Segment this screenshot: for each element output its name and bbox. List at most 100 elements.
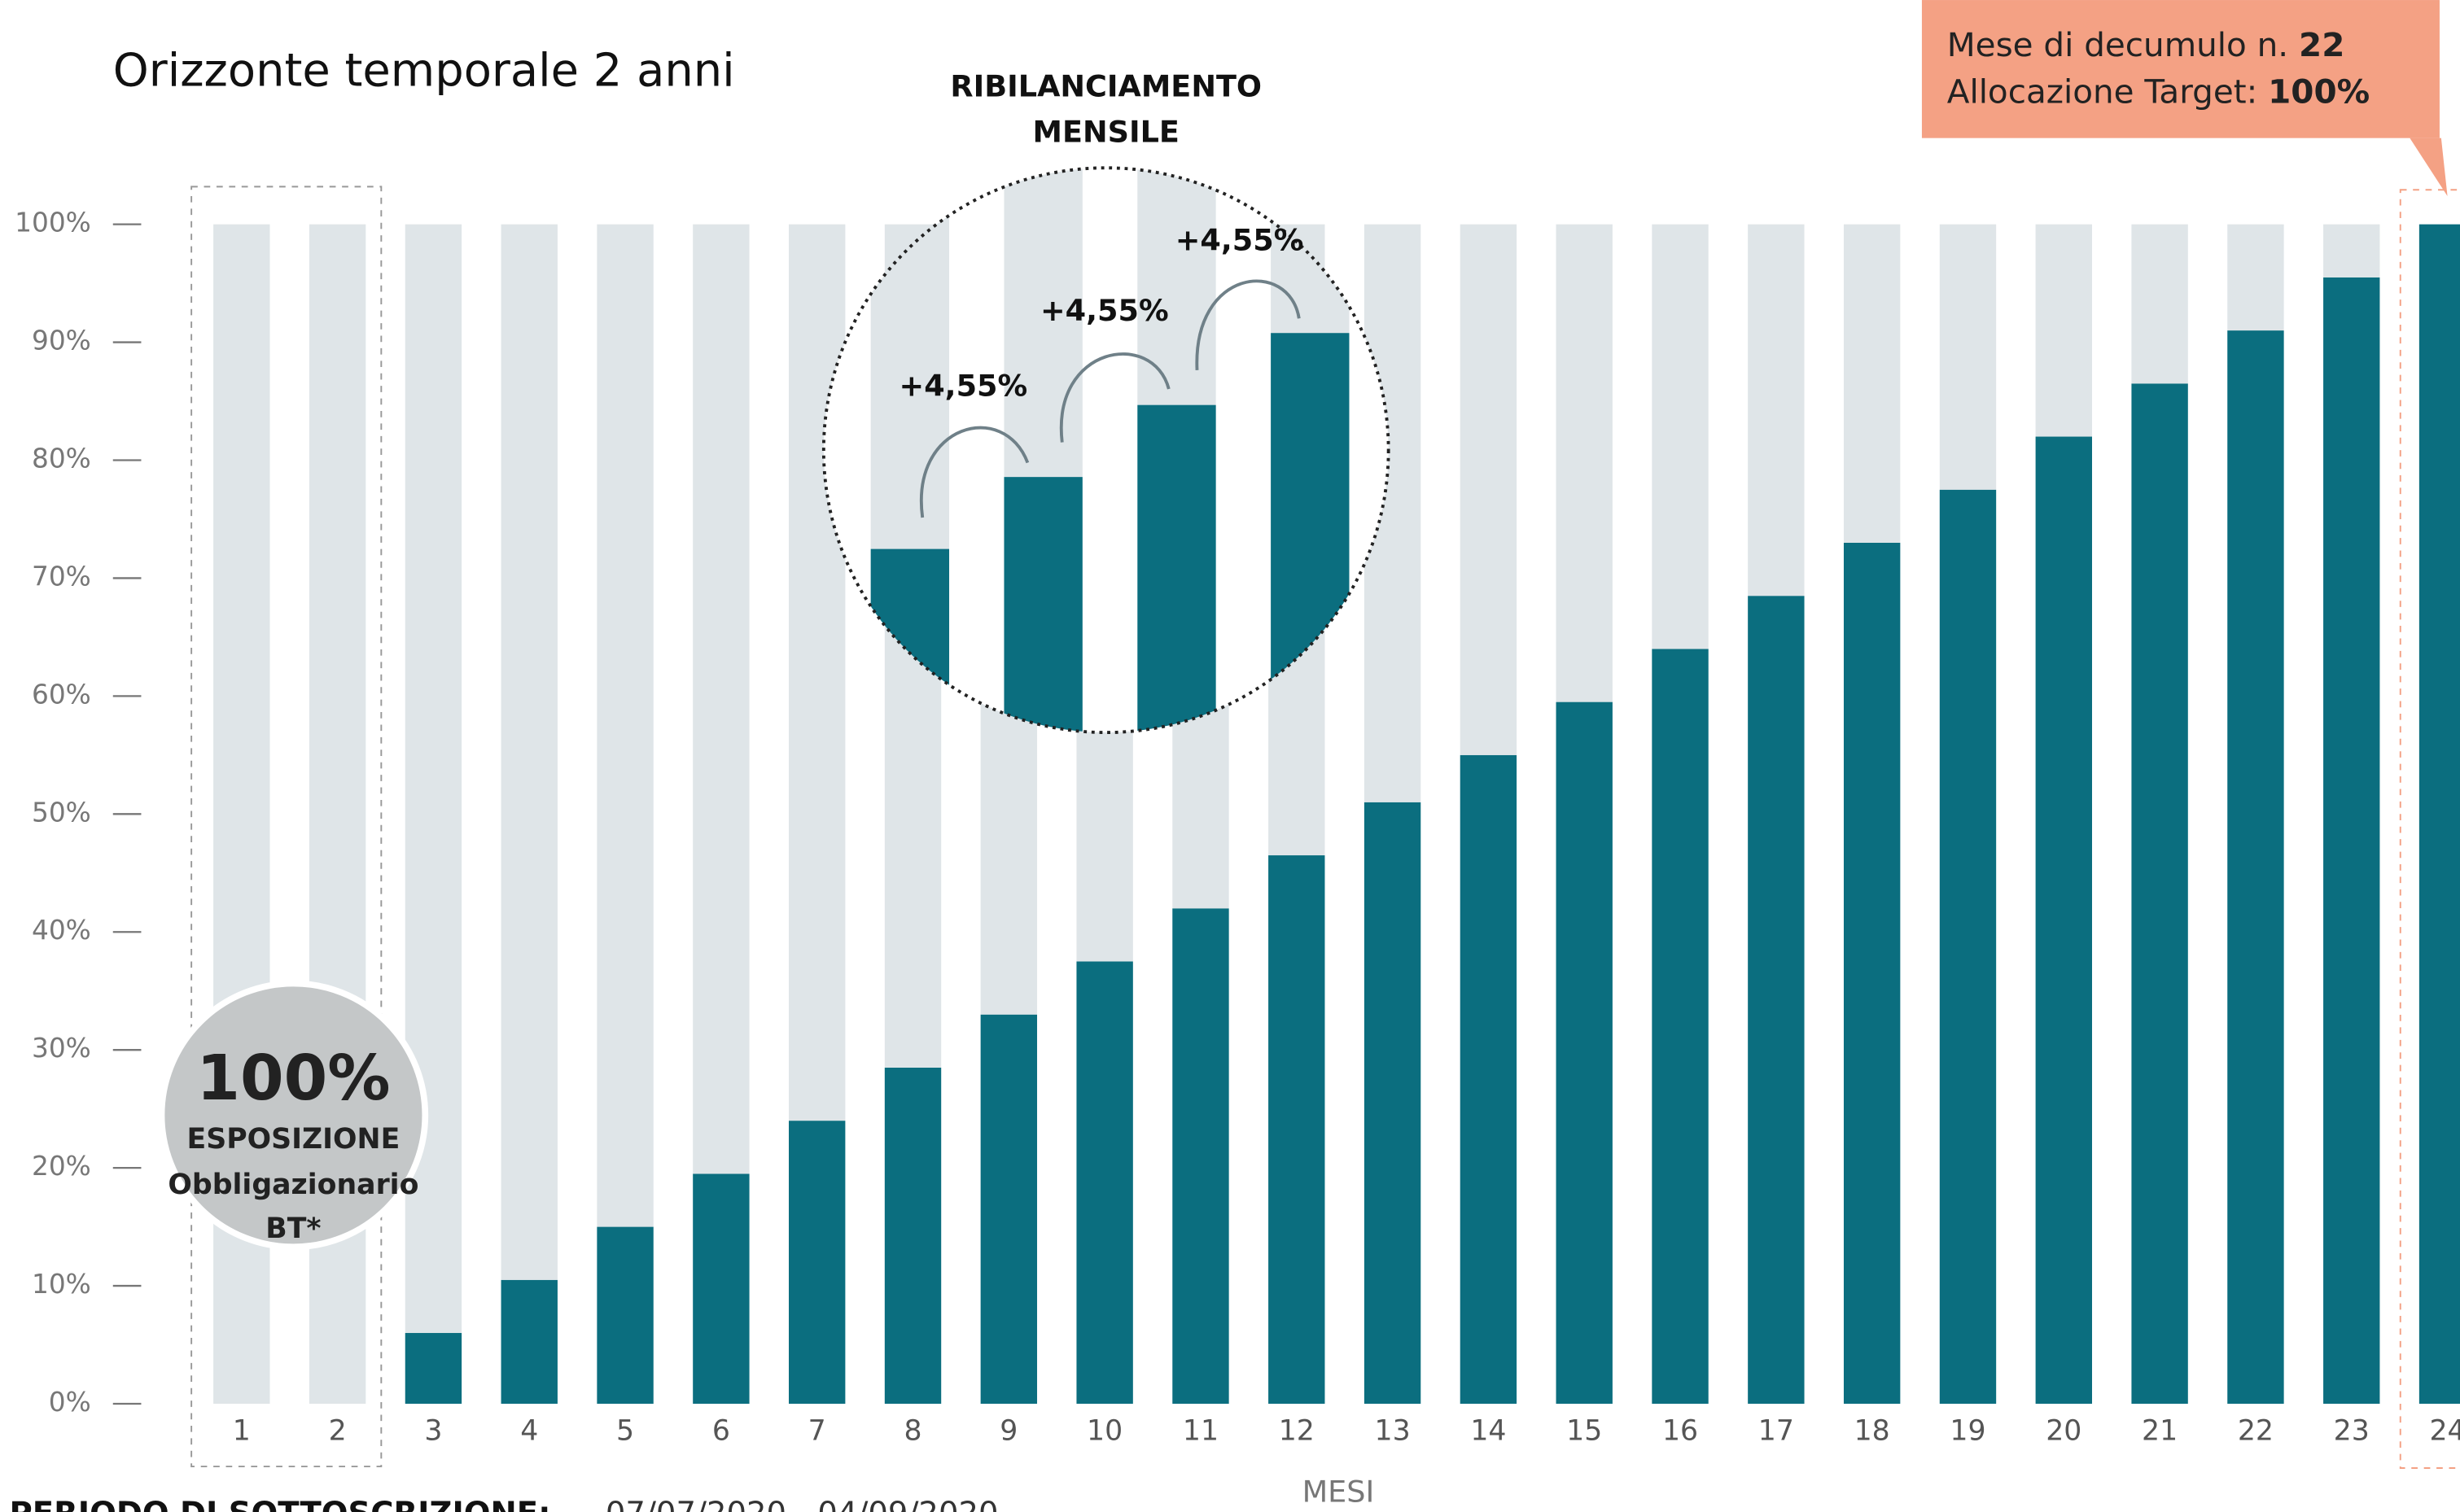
bar-segment bbox=[597, 1226, 654, 1404]
bar-segment bbox=[1843, 224, 1901, 543]
bar-segment bbox=[2323, 224, 2380, 277]
x-tick-label: 11 bbox=[1183, 1415, 1219, 1448]
zoom-title: RIBILANCIAMENTO bbox=[950, 68, 1262, 103]
x-tick-label: 16 bbox=[1662, 1415, 1698, 1448]
callout-text: Mese di decumulo n. bbox=[1947, 25, 2288, 64]
bar-segment bbox=[501, 1279, 558, 1404]
bar-segment bbox=[2035, 436, 2092, 1404]
zoom-light bbox=[1137, 168, 1216, 405]
bar-segment bbox=[693, 1173, 750, 1404]
callout-box bbox=[1921, 0, 2440, 138]
arrow bbox=[919, 426, 1030, 518]
x-tick-label: 1 bbox=[233, 1415, 251, 1448]
callout-line1: Mese di decumulo n. 22 bbox=[1947, 25, 2345, 64]
y-tick-label: 60% bbox=[32, 679, 91, 710]
bar-segment bbox=[1939, 224, 1997, 490]
bar-segment bbox=[1556, 701, 1613, 1404]
y-tick-label: 30% bbox=[32, 1033, 91, 1064]
x-tick-label: 3 bbox=[424, 1415, 442, 1448]
badge: 100% ESPOSIZIONE Obbligazionario BT* bbox=[158, 980, 429, 1251]
subtitle: Orizzonte temporale 2 anni bbox=[113, 45, 735, 98]
x-tick-label: 24 bbox=[2429, 1415, 2460, 1448]
bar-segment bbox=[1460, 754, 1517, 1404]
bar-segment bbox=[2227, 330, 2284, 1404]
bar-segment bbox=[597, 224, 654, 1227]
x-tick-label: 23 bbox=[2334, 1415, 2370, 1448]
badge-circle bbox=[158, 980, 429, 1251]
x-tick-label: 15 bbox=[1566, 1415, 1602, 1448]
zoom-title: MENSILE bbox=[1033, 114, 1180, 149]
bar-segment bbox=[405, 1333, 462, 1404]
bar-segment bbox=[1748, 224, 1805, 596]
zoom-circle bbox=[823, 168, 1389, 733]
x-tick-label: 5 bbox=[616, 1415, 634, 1448]
bar-segment bbox=[1076, 961, 1133, 1404]
badge-text: Obbligazionario bbox=[168, 1169, 418, 1201]
bar-segment bbox=[1843, 542, 1901, 1404]
x-tick-label: 19 bbox=[1950, 1415, 1985, 1448]
x-tick-label: 7 bbox=[808, 1415, 826, 1448]
x-tick-label: 6 bbox=[712, 1415, 730, 1448]
bar-segment bbox=[789, 224, 846, 1121]
x-tick-label: 20 bbox=[2046, 1415, 2081, 1448]
footer-label: PERIODO DI SOTTOSCRIZIONE: bbox=[10, 1495, 551, 1512]
bar-segment bbox=[1748, 596, 1805, 1404]
x-tick-label: 21 bbox=[2142, 1415, 2178, 1448]
y-tick-label: 90% bbox=[32, 326, 91, 356]
x-tick-label: 13 bbox=[1375, 1415, 1411, 1448]
bar-segment bbox=[693, 224, 750, 1174]
bars bbox=[213, 224, 2460, 1404]
bar-segment bbox=[501, 224, 558, 1280]
x-tick-label: 14 bbox=[1470, 1415, 1506, 1448]
bar-segment bbox=[789, 1121, 846, 1404]
initial-box bbox=[190, 186, 383, 1468]
x-tick-label: 10 bbox=[1087, 1415, 1123, 1448]
arrows bbox=[919, 279, 1301, 518]
zoom-light bbox=[1004, 168, 1083, 478]
badge-text: BT* bbox=[265, 1213, 321, 1245]
bar-segment bbox=[1652, 224, 1709, 649]
bar-segment bbox=[1652, 649, 1709, 1404]
bar-segment bbox=[1268, 855, 1325, 1404]
step-label: +4,55% bbox=[900, 369, 1028, 404]
badge-text: ESPOSIZIONE bbox=[187, 1123, 401, 1156]
callout-pointer bbox=[2410, 138, 2448, 196]
y-tick-label: 100% bbox=[15, 208, 91, 238]
arrow bbox=[1195, 279, 1301, 370]
x-axis-label: MESI bbox=[1302, 1474, 1375, 1509]
bar-segment bbox=[1939, 489, 1997, 1404]
x-tick-label: 22 bbox=[2238, 1415, 2274, 1448]
bar-segment bbox=[884, 1067, 942, 1404]
bar-segment bbox=[2323, 277, 2380, 1404]
badge-value: 100% bbox=[196, 1042, 390, 1115]
zoom-light bbox=[870, 168, 950, 549]
final-box bbox=[2399, 189, 2460, 1469]
x-tick-label: 2 bbox=[329, 1415, 347, 1448]
step-label: +4,55% bbox=[1040, 293, 1169, 328]
zoom-bar bbox=[1137, 404, 1216, 733]
x-tick-label: 8 bbox=[904, 1415, 921, 1448]
x-tick-label: 12 bbox=[1279, 1415, 1315, 1448]
bar-segment bbox=[980, 1014, 1038, 1404]
y-tick-label: 10% bbox=[32, 1269, 91, 1300]
callout-value: 100% bbox=[2268, 72, 2370, 111]
bar-segment bbox=[2418, 224, 2460, 1404]
y-tick-label: 40% bbox=[32, 915, 91, 946]
x-tick-label: 18 bbox=[1854, 1415, 1890, 1448]
x-tick-label: 9 bbox=[1000, 1415, 1018, 1448]
y-tick-label: 70% bbox=[32, 561, 91, 592]
callout-value: 22 bbox=[2299, 25, 2344, 64]
zoom-outline bbox=[821, 166, 1390, 735]
bar-segment bbox=[2035, 224, 2092, 437]
x-tick-label: 17 bbox=[1758, 1415, 1794, 1448]
bar-segment bbox=[1460, 224, 1517, 755]
bar-segment bbox=[1172, 908, 1229, 1404]
bar-segment bbox=[2227, 224, 2284, 331]
x-tick-label: 4 bbox=[520, 1415, 538, 1448]
callout-line2: Allocazione Target: 100% bbox=[1947, 72, 2370, 111]
bar-segment bbox=[1364, 802, 1421, 1404]
y-tick-label: 80% bbox=[32, 444, 91, 474]
step-label: +4,55% bbox=[1175, 222, 1304, 257]
arrow bbox=[1059, 352, 1171, 443]
